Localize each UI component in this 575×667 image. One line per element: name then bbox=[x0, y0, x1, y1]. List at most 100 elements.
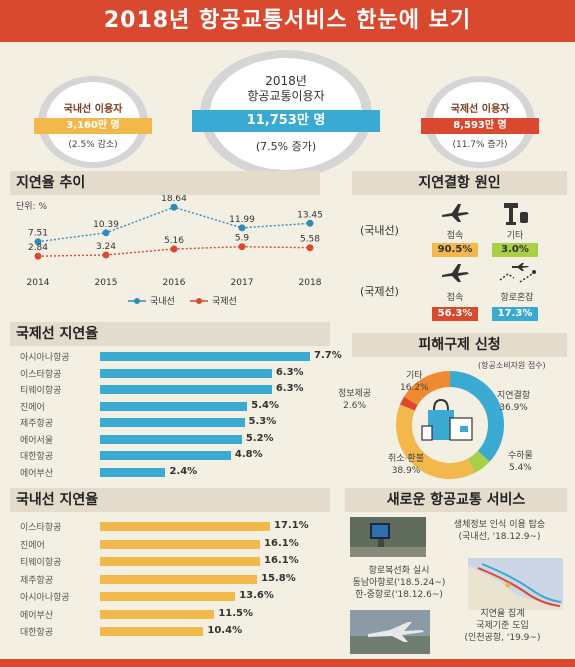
data-label-international: 3.24 bbox=[96, 242, 116, 252]
bar bbox=[100, 352, 310, 361]
shopping-bag-icon bbox=[420, 398, 480, 448]
intl-users-value: 8,593만 명 bbox=[421, 118, 539, 134]
delay-cause-domestic-label: (국내선) bbox=[360, 224, 399, 237]
domestic-users-circle: 국내선 이용자 3,160만 명 (2.5% 감소) bbox=[34, 76, 152, 168]
bar-category-label: 이스타항공 bbox=[20, 523, 62, 533]
relief-label-refund: 취소·환불 38.9% bbox=[388, 453, 424, 477]
dom-delay-heading: 국내선 지연율 bbox=[10, 488, 330, 512]
data-point-domestic bbox=[102, 229, 110, 237]
bar-value-label: 11.5% bbox=[218, 607, 254, 619]
cause-dom-control-tower-icon bbox=[500, 200, 530, 226]
relief-baggage-name: 수하물 bbox=[508, 451, 533, 461]
relief-refund-name: 취소·환불 bbox=[388, 454, 424, 464]
delay-trend-unit: 단위: % bbox=[16, 202, 48, 212]
bar-category-label: 진에어 bbox=[20, 540, 45, 551]
data-point-domestic bbox=[238, 224, 246, 232]
bar-value-label: 5.2% bbox=[245, 432, 274, 444]
cause-dom-value-2: 3.0% bbox=[492, 243, 538, 257]
relief-refund-value: 38.9% bbox=[391, 466, 421, 476]
total-users-line2: 항공교통이용자 bbox=[247, 89, 325, 103]
legend-marker-international bbox=[196, 298, 202, 304]
cause-intl-value-2: 17.3% bbox=[492, 307, 538, 321]
relief-etc-value: 16.2% bbox=[400, 383, 429, 393]
data-point-domestic bbox=[170, 203, 178, 211]
intl-users-label: 국제선 이용자 bbox=[450, 104, 510, 115]
relief-label-baggage: 수하물 5.4% bbox=[508, 450, 533, 474]
service-3-line1: 지연율 집계 bbox=[480, 609, 525, 619]
bar-category-label: 티웨이항공 bbox=[20, 386, 62, 396]
data-label-domestic: 7.51 bbox=[28, 229, 48, 239]
bar-category-label: 제주항공 bbox=[20, 419, 54, 429]
damage-relief-note: (항공소비자원 접수) bbox=[478, 361, 546, 370]
bar-category-label: 대한항공 bbox=[20, 628, 54, 638]
damage-relief-heading: 피해구제 신청 bbox=[352, 333, 567, 357]
bar-category-label: 아시아나항공 bbox=[20, 353, 70, 363]
cause-dom-label-1: 접속 bbox=[446, 231, 464, 241]
relief-label-delay: 지연결항 36.9% bbox=[497, 390, 530, 414]
x-tick-label: 2014 bbox=[27, 278, 50, 288]
route-map-image bbox=[468, 558, 563, 610]
bar-value-label: 17.1% bbox=[274, 520, 309, 531]
data-label-international: 5.58 bbox=[300, 235, 320, 245]
intl-delay-heading: 국제선 지연율 bbox=[10, 322, 330, 346]
relief-label-info: 정보제공 2.6% bbox=[338, 388, 371, 412]
domestic-users-label: 국내선 이용자 bbox=[63, 104, 123, 115]
data-point-international bbox=[238, 243, 246, 251]
domestic-users-value: 3,160만 명 bbox=[34, 118, 152, 134]
service-3-line2: 국제기준 도입 bbox=[476, 621, 529, 631]
service-1-line2: (국내선, '18.12.9~) bbox=[458, 532, 541, 542]
intl-users-circle: 국제선 이용자 8,593만 명 (11.7% 증가) bbox=[421, 76, 539, 168]
bar bbox=[100, 418, 245, 427]
cause-intl-value-1: 56.3% bbox=[432, 307, 478, 321]
service-3-text: 지연율 집계 국제기준 도입 (인천공항, '19.9~) bbox=[440, 608, 565, 644]
data-point-international bbox=[306, 244, 314, 252]
bar bbox=[100, 434, 242, 444]
relief-delay-value: 36.9% bbox=[499, 403, 528, 413]
bar-category-label: 에어부산 bbox=[20, 468, 54, 479]
bar bbox=[100, 385, 272, 394]
bar-value-label: 5.4% bbox=[251, 399, 279, 411]
service-2-line1: 항로복선화 실시 bbox=[368, 566, 430, 576]
total-users-circle: 2018년 항공교통이용자 11,753만 명 (7.5% 증가) bbox=[192, 50, 380, 178]
bar-value-label: 16.1% bbox=[264, 537, 299, 549]
cause-intl-airplane-icon bbox=[440, 262, 470, 284]
data-point-domestic bbox=[34, 238, 42, 246]
total-users-value: 11,753만 명 bbox=[192, 110, 380, 132]
data-label-domestic: 13.45 bbox=[297, 210, 323, 220]
bottom-bar bbox=[0, 659, 575, 667]
bar bbox=[100, 557, 261, 566]
data-point-domestic bbox=[306, 219, 314, 227]
x-tick-label: 2015 bbox=[95, 278, 118, 288]
relief-baggage-value: 5.4% bbox=[508, 463, 532, 473]
bar-category-label: 제주항공 bbox=[20, 575, 54, 586]
data-point-international bbox=[102, 251, 110, 259]
data-label-domestic: 11.99 bbox=[229, 215, 255, 225]
donut-slice bbox=[400, 396, 418, 411]
bar-category-label: 티웨이항공 bbox=[20, 558, 62, 568]
cause-intl-label-1: 접속 bbox=[446, 293, 464, 303]
intl-users-change: (11.7% 증가) bbox=[452, 140, 508, 150]
data-label-international: 5.9 bbox=[235, 234, 250, 244]
data-label-international: 5.16 bbox=[164, 236, 184, 246]
bar-category-label: 이스타항공 bbox=[20, 369, 62, 380]
data-point-international bbox=[170, 245, 178, 253]
bar-value-label: 13.6% bbox=[239, 590, 274, 601]
cause-intl-label-2: 항로혼잡 bbox=[500, 293, 534, 303]
total-users-line1: 2018년 bbox=[265, 74, 307, 88]
bar bbox=[100, 368, 272, 378]
new-services-heading: 새로운 항공교통 서비스 bbox=[345, 488, 567, 512]
x-tick-label: 2016 bbox=[163, 278, 186, 288]
bar bbox=[100, 451, 231, 460]
data-label-domestic: 10.39 bbox=[93, 220, 119, 230]
donut-slice bbox=[404, 371, 451, 406]
biometric-photo bbox=[350, 517, 426, 557]
data-point-international bbox=[34, 252, 42, 260]
delay-trend-chart: 7.51 10.39 18.64 11.99 13.45 2.84 3.24 5.16 5.9 5… bbox=[27, 195, 323, 307]
cause-dom-label-2: 기타 bbox=[506, 231, 524, 241]
bar-value-label: 16.1% bbox=[264, 555, 299, 566]
bar-value-label: 2.4% bbox=[169, 465, 198, 477]
x-tick-label: 2017 bbox=[231, 278, 254, 288]
service-2-line2: 동남아항로('18.5.24~) bbox=[352, 578, 446, 588]
bar bbox=[100, 401, 248, 411]
bar-value-label: 6.3% bbox=[275, 366, 304, 378]
